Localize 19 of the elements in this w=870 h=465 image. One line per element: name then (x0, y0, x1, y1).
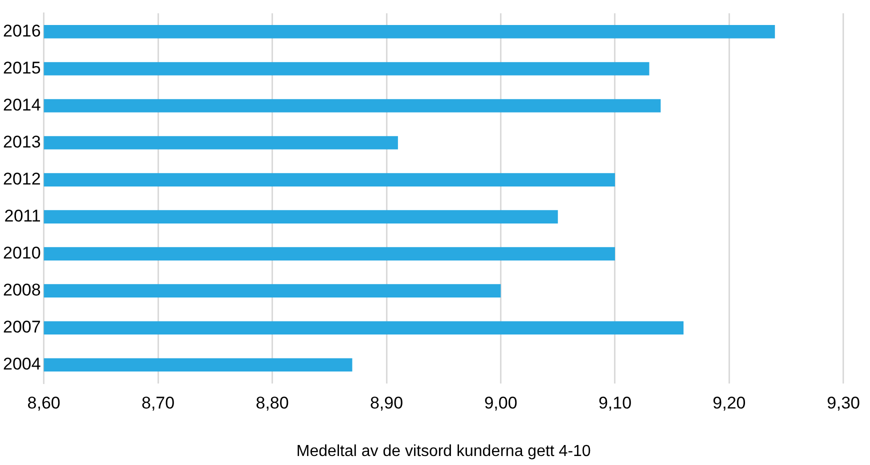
y-tick-label: 2007 (2, 318, 41, 337)
y-tick-label: 2014 (2, 95, 41, 114)
x-tick-label: 8,70 (142, 393, 175, 412)
y-tick-label: 2004 (2, 354, 41, 374)
x-tick-label: 9,30 (826, 393, 860, 412)
y-tick-label: 2008 (2, 280, 41, 300)
x-tick-label: 8,80 (256, 393, 289, 412)
x-tick-label: 9,20 (712, 393, 746, 412)
x-tick-label: 8,60 (27, 393, 60, 412)
x-axis-title: Medeltal av de vitsord kunderna gett 4-10 (296, 442, 591, 460)
x-tick-label: 9,00 (484, 393, 518, 412)
y-tick-label: 2010 (2, 244, 41, 263)
y-tick-label: 2015 (2, 58, 41, 78)
y-tick-label: 2011 (4, 206, 41, 226)
y-tick-label: 2016 (2, 21, 41, 40)
x-tick-label: 9,10 (598, 393, 632, 412)
y-tick-label: 2013 (2, 132, 41, 152)
y-tick-label: 2012 (2, 169, 41, 188)
x-tick-label: 8,90 (370, 393, 404, 412)
